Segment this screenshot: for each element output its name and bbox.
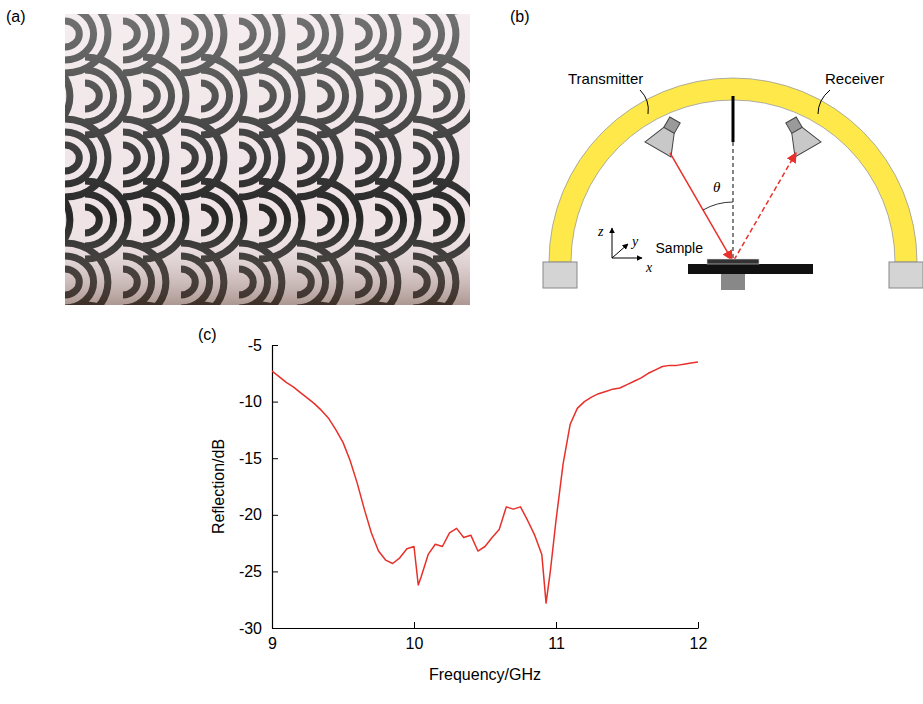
tick: -15: [239, 450, 278, 467]
leader: [640, 90, 648, 114]
tick-mark: [272, 515, 278, 516]
axis-symbol-label: y: [630, 234, 639, 249]
angle-arc: [703, 202, 733, 210]
pointer: [732, 96, 735, 142]
sample-label: Sample: [656, 240, 704, 256]
axis-arrow-y: [612, 244, 628, 258]
tick-label: -25: [239, 563, 262, 580]
tick-label: 10: [406, 635, 424, 652]
angle-label: θ: [713, 179, 721, 195]
photo-shade: [65, 14, 470, 305]
sample: [707, 259, 759, 264]
receiver-label: Receiver: [825, 70, 884, 87]
tick: -30: [239, 620, 278, 637]
support-block: [889, 262, 923, 288]
y-axis: -30 -25 -20 -15 -10 -5: [239, 337, 278, 637]
figure: (a) (b) (c) θ Samplexy z Transmitter Receiver 9 1…: [0, 0, 923, 704]
axis-line: [273, 628, 699, 629]
tick: -25: [239, 563, 278, 580]
axis-arrow-x: [612, 258, 642, 259]
x-axis-title: Frequency/GHz: [429, 666, 541, 683]
tick: -10: [239, 393, 278, 410]
horn-mouth: [645, 123, 682, 157]
photo-background: [65, 14, 470, 305]
tick-label: -10: [239, 393, 262, 410]
tick-label: -15: [239, 450, 262, 467]
reflected-ray: [734, 153, 796, 260]
chart: 9 10 11 12 -30 -25 -20 -15 -10 -5 Frequency/GHz Ref…: [210, 337, 708, 683]
tick: 11: [548, 622, 565, 652]
leader: [818, 90, 830, 114]
tick-mark: [272, 628, 278, 629]
panel-label: (c): [198, 326, 217, 343]
sample-stage: [688, 264, 813, 274]
tick-label: 11: [548, 635, 565, 652]
stage-post: [721, 274, 745, 290]
tick-label: 12: [690, 635, 708, 652]
plot-marks: [272, 362, 698, 603]
tick: -20: [239, 506, 278, 523]
tick-label: -30: [239, 620, 262, 637]
y-axis-title: Reflection/dB: [210, 439, 227, 534]
axis-arrow-z: [612, 228, 613, 258]
tick-mark: [414, 622, 415, 628]
tick: -5: [248, 337, 278, 354]
tick-mark: [556, 622, 557, 628]
tick: 10: [406, 622, 424, 652]
tick-mark: [272, 571, 278, 572]
tick: 12: [690, 622, 708, 652]
panel-label: (b): [510, 8, 530, 25]
goniometer-arc: [549, 78, 917, 262]
horn-mouth: [784, 123, 821, 157]
tick-mark: [272, 402, 278, 403]
tick-label: -5: [248, 337, 262, 354]
photo: [65, 14, 470, 305]
receiver-horn: [778, 112, 821, 156]
tick-mark: [272, 345, 278, 346]
axis-symbol-label: z: [597, 224, 604, 239]
axis-symbol-label: x: [645, 260, 653, 275]
transmitter-label: Transmitter: [568, 70, 643, 87]
diagram: θ Samplexy z Transmitter Receiver: [543, 70, 923, 290]
axis-line: [272, 346, 273, 629]
support-block: [543, 262, 577, 288]
x-axis: 9 10 11 12: [268, 622, 707, 652]
tick-label: -20: [239, 506, 262, 523]
data-line: [272, 362, 698, 603]
tick-mark: [272, 458, 278, 459]
transmitter-horn: [645, 112, 688, 156]
panel-label: (a): [6, 8, 26, 25]
tick-mark: [698, 622, 699, 628]
tick-label: 9: [268, 635, 277, 652]
